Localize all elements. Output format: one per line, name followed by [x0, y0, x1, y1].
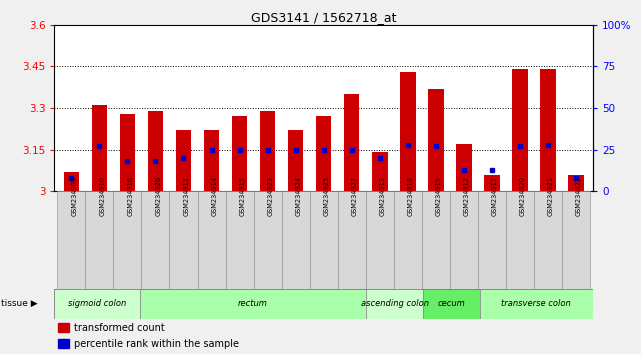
Text: GSM234921: GSM234921 [548, 176, 554, 216]
Bar [204, 130, 219, 191]
Bar [422, 191, 450, 289]
Bar [479, 289, 593, 319]
Bar [540, 69, 556, 191]
Bar [394, 191, 422, 289]
Bar [57, 191, 85, 289]
Bar [310, 191, 338, 289]
Text: GSM234919: GSM234919 [436, 176, 442, 216]
Text: GSM234917: GSM234917 [492, 176, 498, 216]
Text: GSM234916: GSM234916 [128, 176, 133, 216]
Bar [197, 191, 226, 289]
Bar [85, 191, 113, 289]
Bar [113, 191, 142, 289]
Text: GSM234915: GSM234915 [240, 176, 246, 216]
Bar [534, 191, 562, 289]
Text: GSM234910: GSM234910 [99, 176, 105, 216]
Text: GSM234914: GSM234914 [212, 176, 217, 216]
Bar [400, 72, 415, 191]
Bar [254, 191, 281, 289]
Bar [344, 94, 360, 191]
Bar [54, 289, 140, 319]
Text: sigmoid colon: sigmoid colon [68, 299, 126, 308]
Bar [226, 191, 254, 289]
Bar [423, 289, 479, 319]
Bar [260, 111, 276, 191]
Bar [450, 191, 478, 289]
Bar [569, 175, 584, 191]
Bar [140, 289, 366, 319]
Bar [484, 175, 500, 191]
Text: GSM234920: GSM234920 [520, 176, 526, 216]
Text: GSM234926: GSM234926 [155, 176, 162, 216]
Text: transformed count: transformed count [74, 323, 165, 333]
Bar [58, 323, 69, 332]
Bar [428, 88, 444, 191]
Text: percentile rank within the sample: percentile rank within the sample [74, 339, 239, 349]
Bar [120, 114, 135, 191]
Bar [372, 152, 388, 191]
Bar [506, 191, 534, 289]
Bar [232, 116, 247, 191]
Text: GSM234922: GSM234922 [576, 176, 582, 216]
Text: GSM234927: GSM234927 [352, 176, 358, 216]
Text: cecum: cecum [437, 299, 465, 308]
Text: GSM234923: GSM234923 [268, 176, 274, 216]
Bar [92, 105, 107, 191]
Bar [288, 130, 303, 191]
Bar [562, 191, 590, 289]
Text: GSM234913: GSM234913 [379, 176, 386, 216]
Bar [176, 130, 191, 191]
Text: ascending colon: ascending colon [360, 299, 429, 308]
Text: transverse colon: transverse colon [501, 299, 571, 308]
Text: GSM234909: GSM234909 [71, 176, 78, 216]
Bar [169, 191, 197, 289]
Bar [512, 69, 528, 191]
Text: GSM234918: GSM234918 [408, 176, 414, 216]
Text: GSM234925: GSM234925 [324, 176, 329, 216]
Text: GSM234924: GSM234924 [296, 176, 302, 216]
Bar [281, 191, 310, 289]
Text: tissue ▶: tissue ▶ [1, 299, 38, 308]
Bar [142, 191, 169, 289]
Text: GSM234912: GSM234912 [464, 176, 470, 216]
Bar [63, 172, 79, 191]
Bar [366, 191, 394, 289]
Text: GDS3141 / 1562718_at: GDS3141 / 1562718_at [251, 11, 396, 24]
Bar [478, 191, 506, 289]
Text: rectum: rectum [238, 299, 268, 308]
Bar [338, 191, 366, 289]
Text: GSM234911: GSM234911 [183, 176, 190, 216]
Bar [316, 116, 331, 191]
Bar [147, 111, 163, 191]
Bar [366, 289, 423, 319]
Bar [58, 339, 69, 348]
Bar [456, 144, 472, 191]
